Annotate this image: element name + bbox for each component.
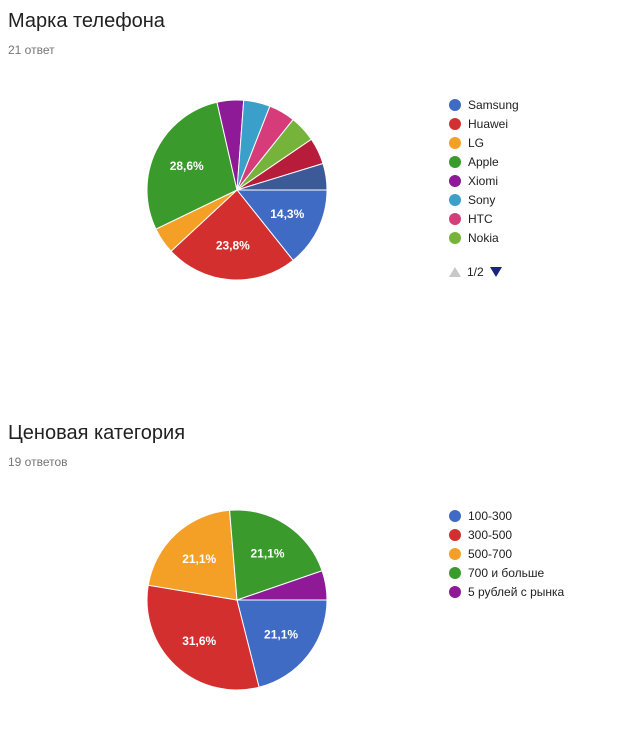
pager-label: 1/2 [467, 265, 484, 279]
slice-label-samsung: 14,3% [270, 207, 304, 221]
slice-label-700-и-больше: 21,1% [251, 546, 285, 560]
legend-item-500-700[interactable]: 500-700 [449, 544, 564, 563]
legend: 100-300 300-500 500-700 700 и больше 5 рубле… [449, 506, 564, 601]
pie-slice-300-500[interactable] [146, 584, 260, 691]
legend-label: Sony [468, 192, 496, 207]
legend-swatch-icon [449, 117, 461, 130]
chart-section-price-category: Ценовая категория 19 ответов 21,1% 31,6% 2… [0, 380, 637, 753]
legend-swatch-icon [449, 231, 461, 244]
legend-swatch-icon [449, 547, 461, 560]
legend-label: Samsung [468, 97, 519, 112]
pie-slice-700-и-больше[interactable] [229, 509, 323, 601]
legend-label: Nokia [468, 230, 499, 245]
legend-item-700-и-больше[interactable]: 700 и больше [449, 563, 564, 582]
pager-up-arrow-icon[interactable] [449, 267, 461, 277]
legend-swatch-icon [449, 136, 461, 149]
pie-slice-samsung[interactable] [235, 189, 328, 262]
pie-slice-apple[interactable] [146, 101, 238, 230]
legend-swatch-icon [449, 509, 461, 522]
slice-label-500-700: 21,1% [182, 552, 216, 566]
legend-item-nokia[interactable]: Nokia [449, 228, 519, 247]
legend-swatch-icon [449, 585, 461, 598]
legend-label: 300-500 [468, 527, 513, 542]
chart-section-phone-brand: Марка телефона 21 ответ 14,3% 23,8% 28,6% … [8, 10, 519, 281]
legend-swatch-icon [449, 212, 461, 225]
legend-item-lg[interactable]: LG [449, 133, 519, 152]
pie-slice-other-2[interactable] [236, 162, 328, 191]
legend-item-samsung[interactable]: Samsung [449, 95, 519, 114]
legend-label: HTC [468, 211, 493, 226]
legend-item-300-500[interactable]: 300-500 [449, 525, 564, 544]
legend-item-xiomi[interactable]: Xiomi [449, 171, 519, 190]
legend-label: 5 рублей с рынка [468, 584, 565, 599]
slice-label-300-500: 31,6% [182, 634, 216, 648]
pager-down-arrow-icon[interactable] [489, 267, 502, 277]
pie-slice-100-300[interactable] [236, 599, 328, 688]
pie-slice-huawei[interactable] [170, 189, 294, 281]
slice-label-huawei: 23,8% [216, 239, 250, 253]
legend-label: 100-300 [468, 508, 513, 523]
slice-label-100-300: 21,1% [264, 627, 298, 641]
legend-item-htc[interactable]: HTC [449, 209, 519, 228]
legend-swatch-icon [449, 98, 461, 111]
legend-item-apple[interactable]: Apple [449, 152, 519, 171]
response-count: 19 ответов [8, 455, 68, 469]
legend-label: Xiomi [468, 173, 499, 188]
pie-chart-phone-brand: 14,3% 23,8% 28,6% [146, 99, 328, 281]
legend-label: 500-700 [468, 546, 513, 561]
legend-label: 700 и больше [468, 565, 545, 580]
legend-label: Apple [468, 154, 499, 169]
legend-swatch-icon [449, 193, 461, 206]
legend-item-100-300[interactable]: 100-300 [449, 506, 564, 525]
legend-item-sony[interactable]: Sony [449, 190, 519, 209]
legend-pager: 1/2 [449, 265, 502, 279]
legend-swatch-icon [449, 174, 461, 187]
slice-label-apple: 28,6% [170, 159, 204, 173]
legend-item-huawei[interactable]: Huawei [449, 114, 519, 133]
legend-swatch-icon [449, 155, 461, 168]
pie-slice-500-700[interactable] [147, 509, 238, 601]
response-count: 21 ответ [8, 43, 55, 57]
chart-title: Ценовая категория [8, 422, 186, 444]
pie-chart-price-category: 21,1% 31,6% 21,1% 21,1% [146, 509, 328, 691]
legend-label: Huawei [468, 116, 509, 131]
legend-swatch-icon [449, 566, 461, 579]
legend-item-5-рублей-с-рынка[interactable]: 5 рублей с рынка [449, 582, 564, 601]
legend-label: LG [468, 135, 485, 150]
legend-swatch-icon [449, 528, 461, 541]
chart-title: Марка телефона [8, 10, 165, 32]
pie-slice-5-рублей-с-рынка[interactable] [236, 570, 328, 601]
legend: Samsung Huawei LG Apple Xiomi Sony HTC Nokia [449, 95, 519, 247]
